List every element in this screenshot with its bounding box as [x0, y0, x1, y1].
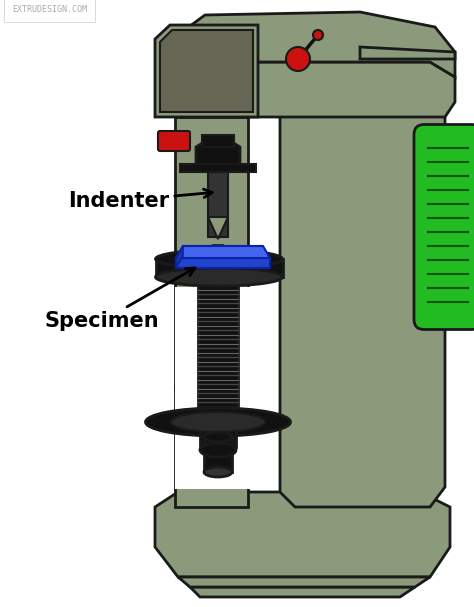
Ellipse shape [204, 432, 232, 442]
Polygon shape [176, 246, 183, 268]
Ellipse shape [200, 443, 236, 457]
Polygon shape [160, 30, 253, 112]
Polygon shape [196, 142, 240, 167]
Polygon shape [176, 258, 270, 268]
Polygon shape [212, 245, 224, 252]
Polygon shape [156, 259, 283, 277]
Bar [198, 277, 238, 407]
Polygon shape [202, 135, 234, 147]
Text: EXTRUDESIGN.COM: EXTRUDESIGN.COM [12, 5, 87, 14]
Ellipse shape [155, 250, 283, 268]
Text: Specimen: Specimen [45, 268, 195, 331]
Text: Indenter: Indenter [68, 189, 212, 211]
Polygon shape [208, 172, 228, 217]
Ellipse shape [171, 412, 265, 432]
Polygon shape [180, 164, 256, 172]
Polygon shape [155, 25, 258, 117]
Ellipse shape [155, 268, 283, 286]
Polygon shape [360, 47, 455, 59]
Polygon shape [178, 577, 430, 587]
FancyBboxPatch shape [414, 124, 474, 330]
Polygon shape [175, 117, 248, 387]
Ellipse shape [204, 467, 232, 477]
Ellipse shape [146, 408, 291, 436]
Circle shape [286, 47, 310, 71]
Polygon shape [165, 12, 455, 77]
Polygon shape [155, 492, 450, 577]
Bar [200, 417, 236, 447]
FancyBboxPatch shape [158, 131, 190, 151]
Polygon shape [175, 287, 278, 489]
Circle shape [313, 30, 323, 40]
Polygon shape [208, 217, 228, 239]
Polygon shape [165, 62, 455, 117]
Polygon shape [190, 587, 415, 597]
Polygon shape [176, 246, 270, 258]
Bar [204, 437, 232, 472]
Polygon shape [175, 387, 248, 507]
Polygon shape [280, 77, 445, 507]
